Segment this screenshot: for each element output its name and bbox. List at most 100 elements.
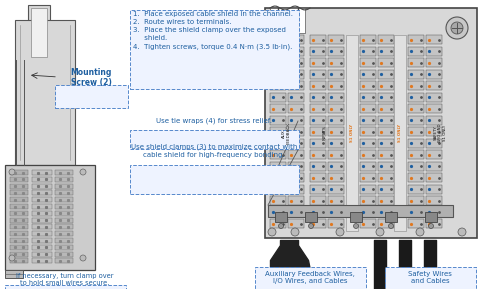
Bar [328, 92, 344, 101]
Circle shape [428, 223, 433, 229]
Bar [55, 258, 73, 263]
Bar [328, 208, 344, 216]
Circle shape [80, 169, 86, 175]
Bar [360, 92, 376, 101]
Bar [426, 196, 442, 205]
Bar [288, 104, 304, 113]
Bar [270, 127, 286, 136]
Bar [378, 173, 394, 182]
Bar [10, 252, 28, 257]
Bar [310, 150, 326, 159]
Circle shape [308, 223, 313, 229]
Bar [378, 81, 394, 90]
Bar [426, 138, 442, 147]
Bar [288, 150, 304, 159]
Bar [408, 173, 424, 182]
Bar [288, 162, 304, 171]
Bar [408, 162, 424, 171]
Bar [378, 104, 394, 113]
Circle shape [451, 22, 463, 34]
Bar [310, 116, 326, 125]
Bar [270, 58, 286, 67]
Bar [360, 69, 376, 79]
Bar [55, 218, 73, 223]
Bar [310, 184, 326, 194]
Bar [32, 218, 52, 223]
Bar [270, 69, 286, 79]
Bar [426, 127, 442, 136]
Bar [10, 258, 28, 263]
Bar [425, 212, 437, 222]
Bar [378, 69, 394, 79]
Bar [270, 208, 286, 216]
Bar [55, 184, 73, 189]
Bar [10, 170, 28, 175]
Bar [328, 69, 344, 79]
Bar [32, 258, 52, 263]
Bar [360, 127, 376, 136]
Bar [426, 81, 442, 90]
FancyBboxPatch shape [254, 266, 365, 289]
Bar [268, 205, 453, 217]
Bar [328, 184, 344, 194]
Bar [408, 35, 424, 44]
FancyBboxPatch shape [385, 266, 476, 289]
Bar [378, 184, 394, 194]
Bar [360, 173, 376, 182]
Bar [270, 104, 286, 113]
Bar [32, 170, 52, 175]
Bar [5, 165, 95, 270]
Bar [310, 81, 326, 90]
Bar [32, 224, 52, 229]
Bar [360, 116, 376, 125]
Bar [275, 212, 287, 222]
Bar [32, 204, 52, 209]
Bar [426, 35, 442, 44]
Bar [288, 58, 304, 67]
Bar [394, 35, 406, 231]
Text: If necessary, turn clamp over
to hold small wires secure.: If necessary, turn clamp over to hold sm… [16, 273, 114, 286]
Bar [32, 177, 52, 182]
Bar [288, 138, 304, 147]
Bar [426, 92, 442, 101]
Bar [426, 208, 442, 216]
Bar [270, 173, 286, 182]
Bar [55, 224, 73, 229]
Bar [350, 212, 362, 222]
Text: AUX.
FEEDBACK: AUX. FEEDBACK [281, 122, 290, 144]
Bar [288, 173, 304, 182]
Bar [55, 211, 73, 216]
Bar [288, 35, 304, 44]
Bar [408, 196, 424, 205]
Text: SAFETY
W/O GND
S1 ONLY: SAFETY W/O GND S1 ONLY [433, 123, 447, 142]
Bar [408, 116, 424, 125]
Bar [360, 138, 376, 147]
Text: Mounting
Screw (2): Mounting Screw (2) [70, 68, 112, 87]
Text: S1 ONLY: S1 ONLY [350, 124, 354, 142]
Bar [378, 219, 394, 228]
Bar [426, 69, 442, 79]
Bar [288, 196, 304, 205]
Circle shape [279, 223, 283, 229]
Circle shape [446, 17, 468, 39]
Bar [360, 47, 376, 55]
Bar [328, 47, 344, 55]
Bar [32, 231, 52, 236]
Bar [32, 245, 52, 250]
Bar [408, 127, 424, 136]
Bar [55, 204, 73, 209]
Bar [360, 196, 376, 205]
FancyBboxPatch shape [4, 284, 125, 289]
FancyBboxPatch shape [54, 84, 128, 108]
Bar [288, 219, 304, 228]
Text: 1.  Place exposed cable shield in the channel.
2.  Route wires to terminals.
3. : 1. Place exposed cable shield in the cha… [133, 11, 293, 49]
Bar [270, 162, 286, 171]
Bar [426, 116, 442, 125]
Bar [346, 35, 358, 231]
Bar [270, 184, 286, 194]
Bar [310, 58, 326, 67]
Text: S1 ONLY: S1 ONLY [398, 124, 402, 142]
Bar [328, 104, 344, 113]
Bar [55, 170, 73, 175]
Bar [408, 47, 424, 55]
